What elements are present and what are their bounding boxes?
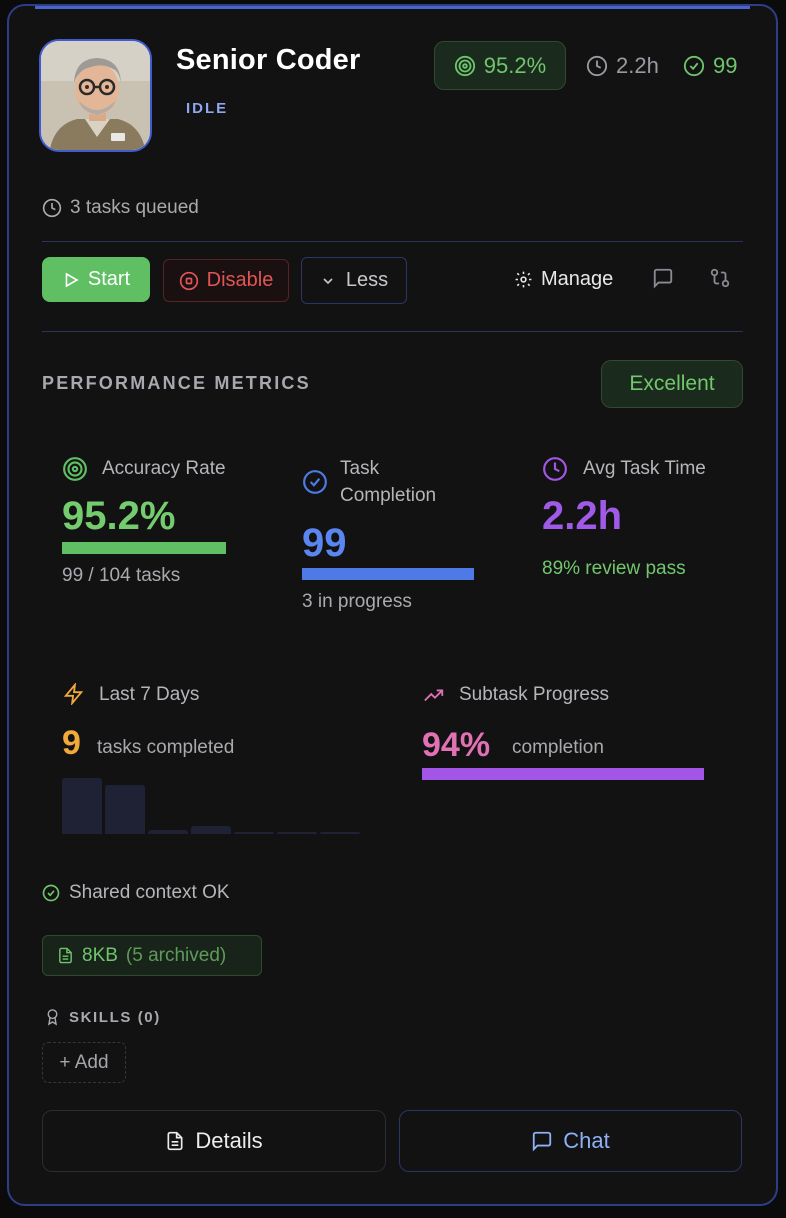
completion-value: 99: [302, 521, 347, 565]
accuracy-pill-value: 95.2%: [483, 52, 547, 78]
clock-icon: [543, 457, 567, 481]
git-compare-button[interactable]: [709, 267, 731, 294]
target-icon: [454, 55, 475, 76]
file-text-icon: [59, 947, 72, 964]
avatar-portrait-icon: [41, 41, 150, 150]
file-text-icon: [167, 1131, 183, 1151]
completion-sub: 3 in progress: [302, 591, 412, 612]
less-button[interactable]: Less: [301, 257, 407, 304]
chat-button[interactable]: Chat: [399, 1110, 742, 1172]
subtask-label: Subtask Progress: [459, 684, 609, 705]
completed-stat: 99: [683, 53, 737, 79]
start-button[interactable]: Start: [42, 257, 150, 302]
status-badge: IDLE: [186, 100, 229, 117]
metrics-section-title: PERFORMANCE METRICS: [42, 373, 311, 393]
skills-header: SKILLS (0): [44, 1007, 161, 1027]
queue-text: 3 tasks queued: [70, 197, 199, 218]
rating-badge: Excellent: [601, 360, 743, 408]
skills-title: SKILLS (0): [69, 1008, 161, 1026]
stop-circle-icon: [179, 271, 198, 290]
clock-icon: [42, 198, 62, 218]
trending-up-icon: [424, 689, 444, 702]
divider: [42, 331, 743, 332]
details-label: Details: [195, 1128, 263, 1153]
last7-label: Last 7 Days: [99, 684, 200, 705]
avatar[interactable]: [39, 39, 152, 152]
last7-sub: tasks completed: [97, 737, 235, 758]
queue-status: 3 tasks queued: [42, 197, 199, 219]
sparkline-bar: [62, 778, 102, 834]
agent-name: Senior Coder: [176, 44, 361, 76]
message-square-icon: [653, 268, 673, 289]
accuracy-sub: 99 / 104 tasks: [62, 565, 181, 586]
context-size: 8KB: [82, 944, 118, 966]
chevron-down-icon: [323, 277, 333, 284]
completion-label: Task Completion: [340, 458, 437, 506]
manage-button[interactable]: Manage: [514, 268, 613, 291]
add-skill-button[interactable]: + Add: [42, 1042, 126, 1083]
daily-sparkline: [62, 778, 362, 834]
check-circle-icon: [303, 470, 327, 494]
check-circle-icon: [42, 884, 60, 902]
manage-label: Manage: [541, 268, 614, 290]
completion-progress-bar: [302, 568, 474, 580]
git-compare-icon: [710, 268, 730, 288]
start-label: Start: [87, 268, 131, 290]
subtask-sub: completion: [512, 737, 604, 758]
subtask-progress-bar: [422, 768, 704, 780]
play-icon: [65, 272, 79, 287]
less-label: Less: [345, 269, 389, 291]
accuracy-value: 95.2%: [62, 494, 176, 538]
last7-value: 9: [62, 724, 81, 762]
sparkline-bar: [148, 830, 188, 834]
details-button[interactable]: Details: [42, 1110, 386, 1172]
gear-icon: [515, 271, 532, 288]
avg-time-value: 2.2h: [616, 53, 659, 78]
agent-card: Senior Coder IDLE 95.2% 2.2h 99 3 tasks …: [7, 4, 778, 1206]
sparkline-bar: [191, 826, 231, 834]
disable-label: Disable: [206, 269, 274, 291]
target-icon: [63, 457, 87, 481]
comment-button[interactable]: [652, 267, 674, 294]
accuracy-pill: 95.2%: [434, 41, 566, 90]
context-archived: (5 archived): [125, 944, 227, 966]
context-status-text: Shared context OK: [69, 882, 230, 903]
avg-time-sub: 89% review pass: [542, 558, 686, 579]
clock-icon: [586, 55, 608, 77]
accuracy-progress-bar: [62, 542, 226, 554]
sparkline-bar: [105, 785, 145, 834]
disable-button[interactable]: Disable: [163, 259, 289, 302]
check-circle-icon: [683, 55, 705, 77]
context-status: Shared context OK: [42, 882, 230, 904]
message-square-icon: [533, 1131, 552, 1152]
subtask-value: 94%: [422, 726, 491, 764]
completed-value: 99: [713, 53, 738, 78]
sparkline-bar: [277, 832, 317, 834]
divider: [42, 241, 743, 242]
sparkline-bar: [320, 832, 360, 834]
avg-time-stat: 2.2h: [586, 53, 659, 79]
chat-label: Chat: [563, 1128, 610, 1153]
sparkline-bar: [234, 832, 274, 834]
card-top-accent: [35, 6, 750, 9]
context-file-pill[interactable]: 8KB (5 archived): [42, 935, 262, 976]
accuracy-label: Accuracy Rate: [102, 458, 226, 479]
award-icon: [47, 1009, 58, 1026]
avg-time-big-value: 2.2h: [542, 494, 623, 538]
avg-time-label: Avg Task Time: [583, 458, 706, 479]
zap-icon: [63, 683, 84, 705]
